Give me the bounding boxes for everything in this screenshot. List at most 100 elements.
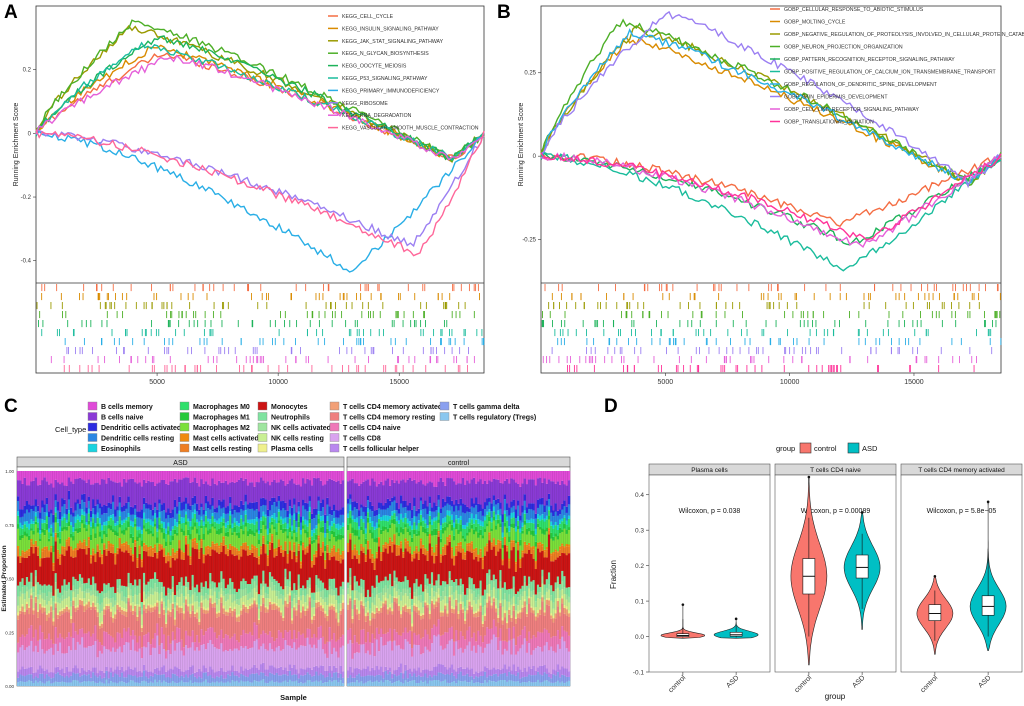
bar-segment xyxy=(347,498,350,504)
bar-segment xyxy=(310,623,314,638)
bar-segment xyxy=(299,634,303,646)
bar-segment xyxy=(386,609,390,615)
bar-segment xyxy=(393,670,396,675)
bar-segment xyxy=(63,499,66,505)
bar-segment xyxy=(321,608,325,612)
bar-segment xyxy=(100,621,104,624)
bar-segment xyxy=(180,650,183,672)
bar-segment xyxy=(151,607,155,612)
bar-segment xyxy=(321,605,325,609)
bar-segment xyxy=(260,611,263,635)
bar-segment xyxy=(355,590,359,599)
bar-segment xyxy=(123,682,126,686)
bar-segment xyxy=(165,541,168,547)
bar-segment xyxy=(94,555,97,563)
bar-segment xyxy=(366,495,370,501)
bar-segment xyxy=(140,625,144,628)
bar-segment xyxy=(397,666,401,676)
bar-segment xyxy=(308,539,312,545)
bar-segment xyxy=(360,543,363,546)
bar-segment xyxy=(299,611,303,613)
bar-segment xyxy=(76,581,80,590)
bar-segment xyxy=(255,625,259,640)
bar-segment xyxy=(184,521,188,525)
bar-segment xyxy=(78,540,82,543)
bar-segment xyxy=(266,634,270,651)
bar-segment xyxy=(21,681,24,686)
bar-segment xyxy=(145,594,148,599)
bar-segment xyxy=(176,610,179,628)
bar-segment xyxy=(310,647,314,670)
bar-segment xyxy=(295,541,298,556)
bar-segment xyxy=(260,680,263,686)
bar-segment xyxy=(324,514,327,524)
bar-segment xyxy=(153,647,157,669)
bar-segment xyxy=(85,522,88,525)
bar-segment xyxy=(317,477,320,497)
bar-segment xyxy=(116,482,119,507)
legend-label: KEGG_VASCULAR_SMOOTH_MUSCLE_CONTRACTION xyxy=(342,126,479,132)
bar-segment xyxy=(347,503,350,514)
bar-segment xyxy=(198,682,201,686)
bar-segment xyxy=(362,548,365,553)
bar-segment xyxy=(72,638,75,669)
bar-segment xyxy=(288,592,292,596)
bar-segment xyxy=(353,522,357,530)
bar-segment xyxy=(72,512,75,517)
bar-segment xyxy=(145,502,148,509)
legend-label: GOBP_TRANSLATIONAL_INITIATION xyxy=(784,120,874,126)
bar-segment xyxy=(268,510,272,517)
bar-segment xyxy=(375,606,379,608)
bar-segment xyxy=(275,555,278,581)
bar-segment xyxy=(288,670,292,680)
bar-segment xyxy=(335,612,338,619)
bar-segment xyxy=(165,528,168,534)
bar-segment xyxy=(213,607,217,633)
bar-segment xyxy=(317,601,320,607)
bar-segment xyxy=(70,675,73,683)
bar-segment xyxy=(85,547,88,555)
bar-segment xyxy=(317,606,320,628)
bar-segment xyxy=(279,682,283,686)
bar-segment xyxy=(136,615,139,617)
bar-segment xyxy=(129,533,133,539)
bar-segment xyxy=(279,666,283,676)
bar-segment xyxy=(70,537,73,547)
bar-segment xyxy=(324,601,327,612)
bar-segment xyxy=(384,526,387,530)
bar-segment xyxy=(165,471,168,484)
bar-segment xyxy=(173,552,177,555)
bar-segment xyxy=(339,563,342,587)
bar-segment xyxy=(92,522,95,529)
bar-segment xyxy=(100,525,104,531)
bar-segment xyxy=(347,582,350,589)
bar-segment xyxy=(304,471,307,484)
bar-segment xyxy=(107,477,110,503)
bar-segment xyxy=(328,560,331,579)
bar-segment xyxy=(319,549,323,556)
bar-segment xyxy=(81,519,84,524)
bar-segment xyxy=(299,675,303,683)
bar-segment xyxy=(321,532,325,542)
bar-segment xyxy=(45,516,49,524)
bar-segment xyxy=(233,505,236,511)
bar-segment xyxy=(189,482,192,506)
bar-segment xyxy=(260,664,263,673)
bar-segment xyxy=(207,484,210,502)
bar-segment xyxy=(215,534,219,544)
bar-segment xyxy=(195,528,199,534)
bar-segment xyxy=(142,542,146,546)
bar-segment xyxy=(145,584,148,595)
bar-segment xyxy=(202,471,205,484)
bar-segment xyxy=(341,602,345,609)
bar-segment xyxy=(153,609,157,634)
bar-segment xyxy=(54,532,57,535)
bar-segment xyxy=(125,603,128,610)
bar-segment xyxy=(83,633,86,648)
bar-segment xyxy=(257,533,261,540)
bar-segment xyxy=(25,485,29,501)
bar-segment xyxy=(63,529,66,547)
bar-segment xyxy=(142,604,146,611)
bar-segment xyxy=(116,506,119,511)
bar-segment xyxy=(211,497,214,506)
